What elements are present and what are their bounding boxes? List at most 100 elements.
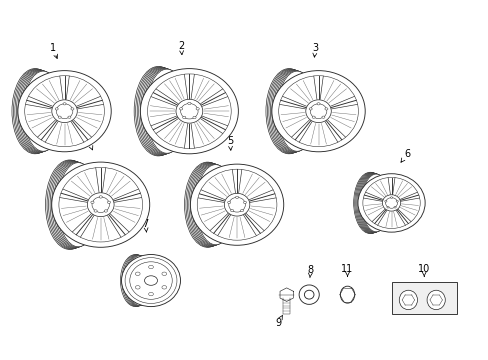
Circle shape: [94, 210, 97, 212]
Circle shape: [311, 116, 315, 118]
Ellipse shape: [194, 164, 234, 245]
Circle shape: [148, 265, 153, 269]
Text: 11: 11: [341, 264, 353, 277]
Ellipse shape: [18, 71, 111, 152]
Circle shape: [148, 292, 153, 296]
Ellipse shape: [139, 67, 184, 155]
Ellipse shape: [354, 172, 386, 233]
Ellipse shape: [20, 71, 61, 152]
Ellipse shape: [274, 71, 315, 152]
Ellipse shape: [190, 163, 232, 246]
Ellipse shape: [268, 69, 312, 153]
Ellipse shape: [140, 69, 238, 154]
Ellipse shape: [358, 174, 388, 233]
Ellipse shape: [124, 255, 151, 306]
Circle shape: [235, 196, 238, 198]
Ellipse shape: [52, 100, 77, 122]
Ellipse shape: [53, 162, 97, 248]
Text: 6: 6: [400, 149, 409, 162]
Text: 3: 3: [312, 43, 318, 57]
Text: 2: 2: [178, 41, 184, 55]
Ellipse shape: [361, 174, 389, 232]
Circle shape: [230, 210, 233, 212]
Ellipse shape: [15, 69, 59, 153]
Ellipse shape: [122, 255, 150, 306]
Ellipse shape: [47, 160, 94, 249]
Circle shape: [324, 108, 327, 110]
Ellipse shape: [176, 99, 203, 123]
Ellipse shape: [193, 164, 234, 246]
Ellipse shape: [127, 256, 152, 306]
Circle shape: [68, 116, 71, 118]
Ellipse shape: [360, 174, 389, 232]
Circle shape: [179, 108, 183, 110]
Circle shape: [135, 285, 140, 289]
Ellipse shape: [143, 68, 186, 154]
Circle shape: [63, 103, 66, 105]
Ellipse shape: [18, 70, 60, 153]
Ellipse shape: [357, 174, 424, 232]
Ellipse shape: [123, 255, 151, 306]
Bar: [391, 282, 456, 314]
Ellipse shape: [122, 255, 180, 307]
Text: 4: 4: [85, 136, 93, 150]
Circle shape: [135, 272, 140, 275]
Circle shape: [55, 108, 58, 110]
Circle shape: [386, 206, 388, 208]
Ellipse shape: [355, 173, 387, 233]
Circle shape: [321, 116, 324, 118]
Circle shape: [162, 285, 166, 289]
Ellipse shape: [23, 71, 62, 151]
Ellipse shape: [19, 70, 61, 152]
Ellipse shape: [277, 71, 316, 151]
Ellipse shape: [140, 68, 184, 154]
Circle shape: [243, 201, 246, 203]
Text: 1: 1: [50, 43, 58, 58]
Ellipse shape: [52, 162, 149, 247]
Text: 9: 9: [274, 315, 282, 328]
Circle shape: [196, 108, 199, 110]
Ellipse shape: [382, 195, 400, 211]
Text: 7: 7: [142, 219, 149, 232]
Ellipse shape: [22, 71, 62, 152]
Circle shape: [183, 116, 185, 119]
Ellipse shape: [305, 100, 330, 122]
Ellipse shape: [267, 69, 312, 153]
Ellipse shape: [399, 290, 417, 310]
Ellipse shape: [276, 71, 315, 152]
Ellipse shape: [87, 193, 114, 217]
Circle shape: [104, 210, 107, 212]
Circle shape: [393, 206, 395, 208]
Ellipse shape: [137, 67, 183, 155]
Ellipse shape: [50, 161, 96, 248]
Circle shape: [384, 201, 386, 202]
Circle shape: [395, 201, 398, 202]
Ellipse shape: [58, 163, 99, 247]
Circle shape: [162, 272, 166, 275]
Ellipse shape: [52, 161, 96, 248]
Text: 10: 10: [417, 264, 429, 277]
Ellipse shape: [190, 164, 283, 245]
Circle shape: [240, 210, 243, 212]
Ellipse shape: [48, 161, 95, 249]
Ellipse shape: [191, 164, 233, 246]
Ellipse shape: [270, 69, 313, 153]
Circle shape: [58, 116, 61, 118]
Ellipse shape: [359, 174, 388, 232]
Circle shape: [227, 201, 230, 203]
Circle shape: [107, 201, 110, 203]
Ellipse shape: [271, 71, 365, 152]
Ellipse shape: [55, 162, 97, 247]
Ellipse shape: [142, 68, 185, 154]
Ellipse shape: [185, 162, 231, 247]
Ellipse shape: [196, 165, 235, 245]
Ellipse shape: [273, 70, 314, 152]
Ellipse shape: [13, 69, 59, 153]
Circle shape: [308, 108, 311, 110]
Circle shape: [91, 201, 94, 203]
Circle shape: [389, 197, 392, 198]
Text: 8: 8: [307, 265, 313, 278]
Ellipse shape: [144, 69, 186, 154]
Ellipse shape: [357, 173, 387, 233]
Ellipse shape: [187, 163, 231, 247]
